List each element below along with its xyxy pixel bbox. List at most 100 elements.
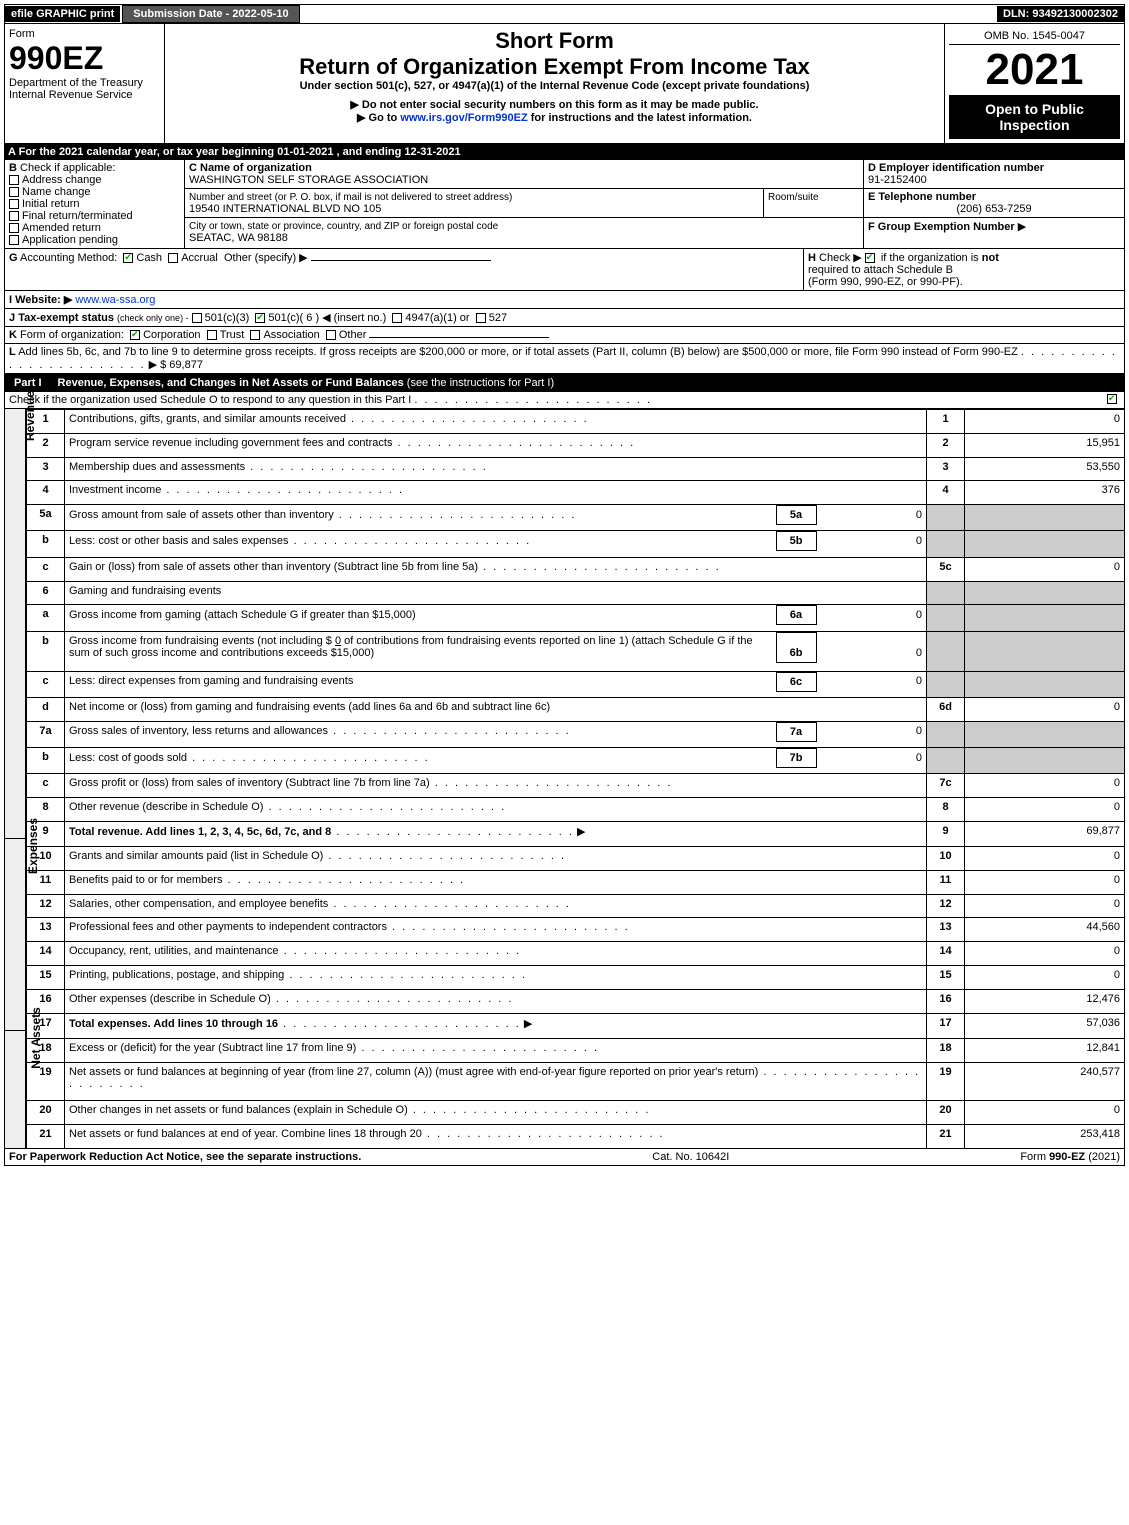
chk-initial-return[interactable] xyxy=(9,199,19,209)
lbl-5c: Gain or (loss) from sale of assets other… xyxy=(69,561,478,573)
ein-value: 91-2152400 xyxy=(868,174,927,186)
submission-date-label: Submission Date - 2022-05-10 xyxy=(122,5,299,23)
footer-right: Form 990-EZ (2021) xyxy=(1020,1151,1120,1163)
iref-6b: 6b xyxy=(776,632,816,662)
chk-527[interactable] xyxy=(476,313,486,323)
f-arrow: ▶ xyxy=(1018,221,1026,233)
lbl-10: Grants and similar amounts paid (list in… xyxy=(69,850,323,862)
row-6b: b Gross income from fundraising events (… xyxy=(27,631,1125,671)
chk-amended[interactable] xyxy=(9,223,19,233)
org-address: 19540 INTERNATIONAL BLVD NO 105 xyxy=(189,203,381,215)
chk-other-form[interactable] xyxy=(326,330,336,340)
part1-label: Part I xyxy=(4,374,52,392)
val-19: 240,577 xyxy=(965,1062,1125,1101)
iref-7b: 7b xyxy=(776,749,816,768)
vlabel-revenue-text: Revenue xyxy=(23,391,37,441)
row-6a: a Gross income from gaming (attach Sched… xyxy=(27,605,1125,631)
row-7b: b Less: cost of goods sold 7b 0 xyxy=(27,748,1125,774)
row-17: 17Total expenses. Add lines 10 through 1… xyxy=(27,1013,1125,1038)
row-15: 15Printing, publications, postage, and s… xyxy=(27,966,1125,990)
j-letter: J xyxy=(9,312,15,324)
chk-h[interactable] xyxy=(865,253,875,263)
chk-address-change[interactable] xyxy=(9,175,19,185)
row-5a: 5a Gross amount from sale of assets othe… xyxy=(27,505,1125,531)
chk-cash[interactable] xyxy=(123,253,133,263)
val-17: 57,036 xyxy=(965,1013,1125,1038)
k-o1: Corporation xyxy=(143,329,200,341)
val-15: 0 xyxy=(965,966,1125,990)
chk-accrual[interactable] xyxy=(168,253,178,263)
note-goto: ▶ Go to www.irs.gov/Form990EZ for instru… xyxy=(169,111,940,124)
website-link[interactable]: www.wa-ssa.org xyxy=(75,294,155,306)
arrow-17: ▶ xyxy=(524,1018,532,1030)
val-20: 0 xyxy=(965,1101,1125,1125)
line-a: A For the 2021 calendar year, or tax yea… xyxy=(4,144,1125,160)
j-o3: 4947(a)(1) or xyxy=(405,312,469,324)
k-other-line[interactable] xyxy=(369,337,549,338)
fin-wrapper: Revenue Expenses Net Assets 1Contributio… xyxy=(4,409,1125,1149)
h-line2: required to attach Schedule B xyxy=(808,264,953,276)
val-2: 15,951 xyxy=(965,433,1125,457)
val-6d: 0 xyxy=(965,698,1125,722)
h-not: not xyxy=(982,252,999,264)
ival-6c: 0 xyxy=(816,672,926,691)
efile-print-label[interactable]: efile GRAPHIC print xyxy=(5,6,120,22)
iref-7a: 7a xyxy=(776,722,816,741)
lbl-6c: Less: direct expenses from gaming and fu… xyxy=(69,675,353,687)
val-11: 0 xyxy=(965,870,1125,894)
row-14: 14Occupancy, rent, utilities, and mainte… xyxy=(27,942,1125,966)
chk-name-change[interactable] xyxy=(9,187,19,197)
lbl-6d: Net income or (loss) from gaming and fun… xyxy=(69,701,550,713)
row-g-h: G Accounting Method: Cash Accrual Other … xyxy=(4,249,1125,291)
g-other-line[interactable] xyxy=(311,260,491,261)
note-no-ssn: ▶ Do not enter social security numbers o… xyxy=(169,98,940,111)
line-a-letter: A xyxy=(8,146,16,158)
lbl-6b-1: Gross income from fundraising events (no… xyxy=(69,635,332,647)
b-item-0: Address change xyxy=(22,174,102,186)
chk-corp[interactable] xyxy=(130,330,140,340)
short-form-title: Short Form xyxy=(169,28,940,54)
chk-pending[interactable] xyxy=(9,235,19,245)
chk-4947[interactable] xyxy=(392,313,402,323)
vlabel-expenses: Expenses xyxy=(4,839,26,1031)
chk-501c[interactable] xyxy=(255,313,265,323)
g-label: Accounting Method: xyxy=(20,252,117,264)
e-label: E Telephone number xyxy=(868,191,976,203)
vlabel-netassets: Net Assets xyxy=(4,1031,26,1149)
irs-link[interactable]: www.irs.gov/Form990EZ xyxy=(400,112,527,124)
chk-trust[interactable] xyxy=(207,330,217,340)
row-k: K Form of organization: Corporation Trus… xyxy=(4,327,1125,344)
iref-6a: 6a xyxy=(776,606,816,625)
row-7a: 7a Gross sales of inventory, less return… xyxy=(27,721,1125,747)
main-title: Return of Organization Exempt From Incom… xyxy=(169,54,940,80)
vlabel-expenses-text: Expenses xyxy=(26,818,40,874)
part1-sub: (see the instructions for Part I) xyxy=(407,377,554,389)
row-6d: dNet income or (loss) from gaming and fu… xyxy=(27,698,1125,722)
lbl-20: Other changes in net assets or fund bala… xyxy=(69,1104,408,1116)
h-text: Check ▶ xyxy=(819,252,862,264)
chk-final-return[interactable] xyxy=(9,211,19,221)
lbl-4: Investment income xyxy=(69,484,161,496)
room-label: Room/suite xyxy=(768,192,819,203)
chk-501c3[interactable] xyxy=(192,313,202,323)
form-header: Form 990EZ Department of the Treasury In… xyxy=(4,24,1125,144)
i-label: Website: ▶ xyxy=(15,294,72,306)
k-label: Form of organization: xyxy=(20,329,124,341)
lbl-6: Gaming and fundraising events xyxy=(65,581,927,605)
lbl-5b: Less: cost or other basis and sales expe… xyxy=(69,535,289,547)
val-1: 0 xyxy=(965,410,1125,434)
h-letter: H xyxy=(808,252,816,264)
k-o2: Trust xyxy=(220,329,245,341)
chk-assoc[interactable] xyxy=(250,330,260,340)
g-accrual: Accrual xyxy=(181,252,218,264)
part1-header: Part I Revenue, Expenses, and Changes in… xyxy=(4,374,1125,392)
lbl-17: Total expenses. Add lines 10 through 16 xyxy=(69,1018,278,1030)
j-hint: (check only one) - xyxy=(117,313,189,323)
box-c: C Name of organization WASHINGTON SELF S… xyxy=(185,160,864,248)
lbl-1: Contributions, gifts, grants, and simila… xyxy=(69,413,346,425)
g-letter: G xyxy=(9,252,18,264)
row-8: 8Other revenue (describe in Schedule O)8… xyxy=(27,798,1125,822)
chk-schedule-o[interactable] xyxy=(1107,394,1117,404)
b-item-3: Final return/terminated xyxy=(22,210,133,222)
line-a-text: For the 2021 calendar year, or tax year … xyxy=(19,146,461,158)
